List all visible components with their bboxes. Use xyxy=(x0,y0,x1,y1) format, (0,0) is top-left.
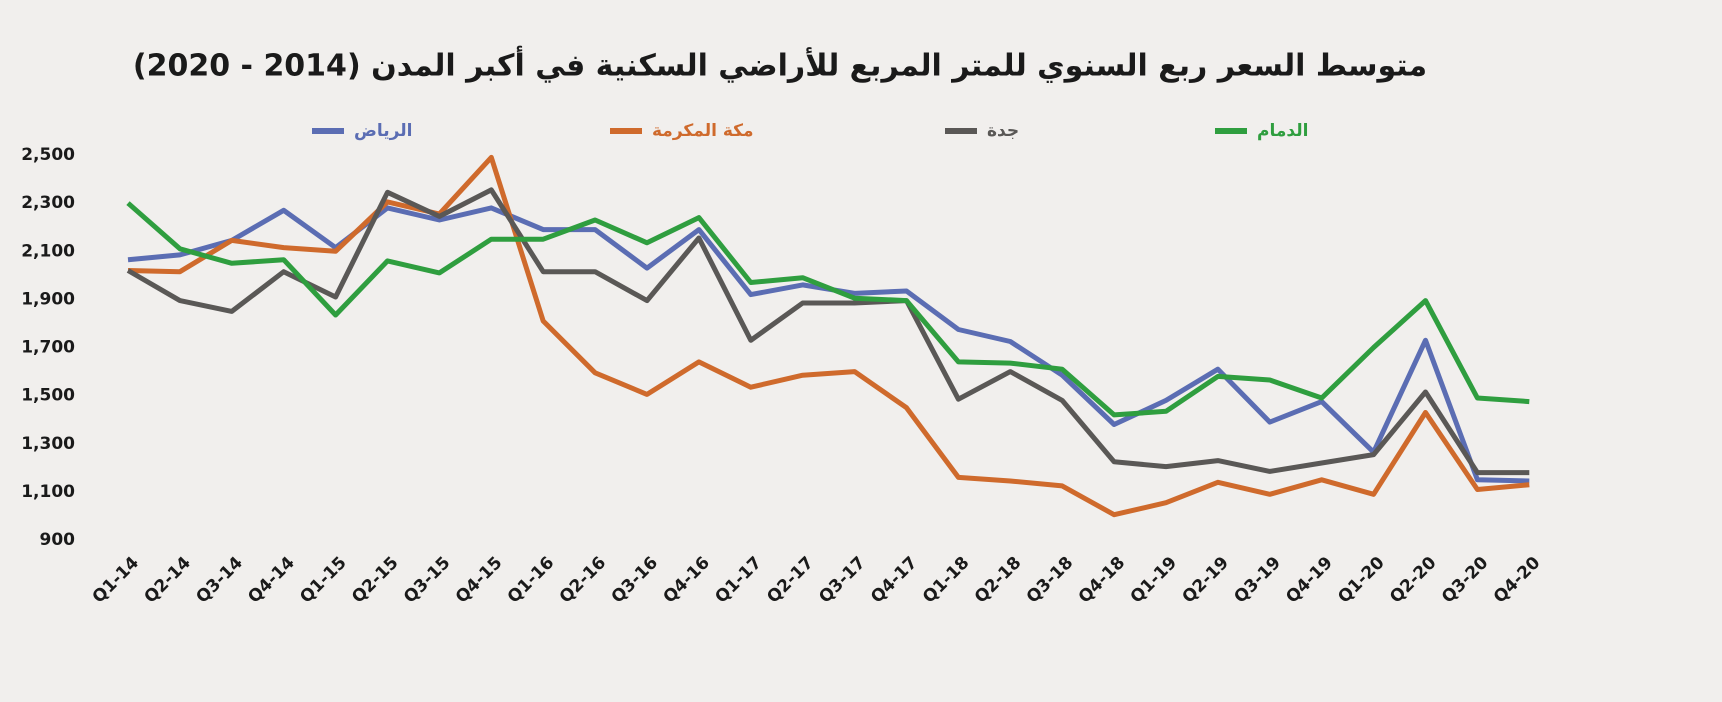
y-tick-label: 2,300 xyxy=(21,193,75,213)
x-tick-label: Q2-19 xyxy=(1179,553,1233,607)
x-tick-label: Q2-15 xyxy=(348,553,402,607)
x-tick-label: Q2-16 xyxy=(556,553,610,607)
x-tick-label: Q1-15 xyxy=(296,553,350,607)
legend-label: الدمام xyxy=(1257,121,1308,141)
x-tick-label: Q3-14 xyxy=(192,553,247,608)
x-tick-label: Q4-17 xyxy=(867,553,921,607)
x-tick-label: Q4-16 xyxy=(660,553,714,607)
x-tick-label: Q3-15 xyxy=(400,553,454,607)
x-tick-label: Q3-16 xyxy=(608,553,662,607)
x-tick-label: Q1-17 xyxy=(711,553,765,607)
x-tick-label: Q4-20 xyxy=(1490,553,1545,608)
legend-label: مكة المكرمة xyxy=(652,121,754,141)
y-tick-label: 900 xyxy=(40,530,76,550)
chart-title: متوسط السعر ربع السنوي للمتر المربع للأر… xyxy=(133,46,1427,84)
x-tick-label: Q4-18 xyxy=(1075,553,1129,607)
x-tick-label: Q2-18 xyxy=(971,553,1025,607)
x-tick-label: Q2-20 xyxy=(1386,553,1441,608)
y-tick-label: 1,100 xyxy=(21,482,75,502)
series-line xyxy=(126,187,1530,476)
x-tick-label: Q1-20 xyxy=(1334,553,1389,608)
x-tick-label: Q3-20 xyxy=(1438,553,1493,608)
series-line xyxy=(126,201,1530,418)
x-tick-label: Q1-18 xyxy=(919,553,973,607)
y-tick-label: 1,500 xyxy=(21,386,75,406)
x-tick-label: Q2-17 xyxy=(763,553,817,607)
series-line xyxy=(127,154,1530,518)
x-tick-label: Q3-19 xyxy=(1230,553,1284,607)
legend-label: الرياض xyxy=(354,121,412,141)
x-tick-label: Q3-18 xyxy=(1023,553,1077,607)
y-tick-label: 2,100 xyxy=(21,241,75,261)
y-tick-label: 1,700 xyxy=(21,338,75,358)
x-tick-label: Q1-14 xyxy=(89,553,144,608)
x-tick-label: Q4-19 xyxy=(1282,553,1336,607)
legend-label: جدة xyxy=(987,121,1019,141)
x-tick-label: Q1-16 xyxy=(504,553,558,607)
x-tick-label: Q1-19 xyxy=(1127,553,1181,607)
y-tick-label: 1,300 xyxy=(21,434,75,454)
y-tick-label: 2,500 xyxy=(21,145,75,165)
x-tick-label: Q2-14 xyxy=(141,553,196,608)
x-tick-label: Q4-14 xyxy=(244,553,299,608)
x-tick-label: Q3-17 xyxy=(815,553,869,607)
y-tick-label: 1,900 xyxy=(21,289,75,309)
x-tick-label: Q4-15 xyxy=(452,553,506,607)
